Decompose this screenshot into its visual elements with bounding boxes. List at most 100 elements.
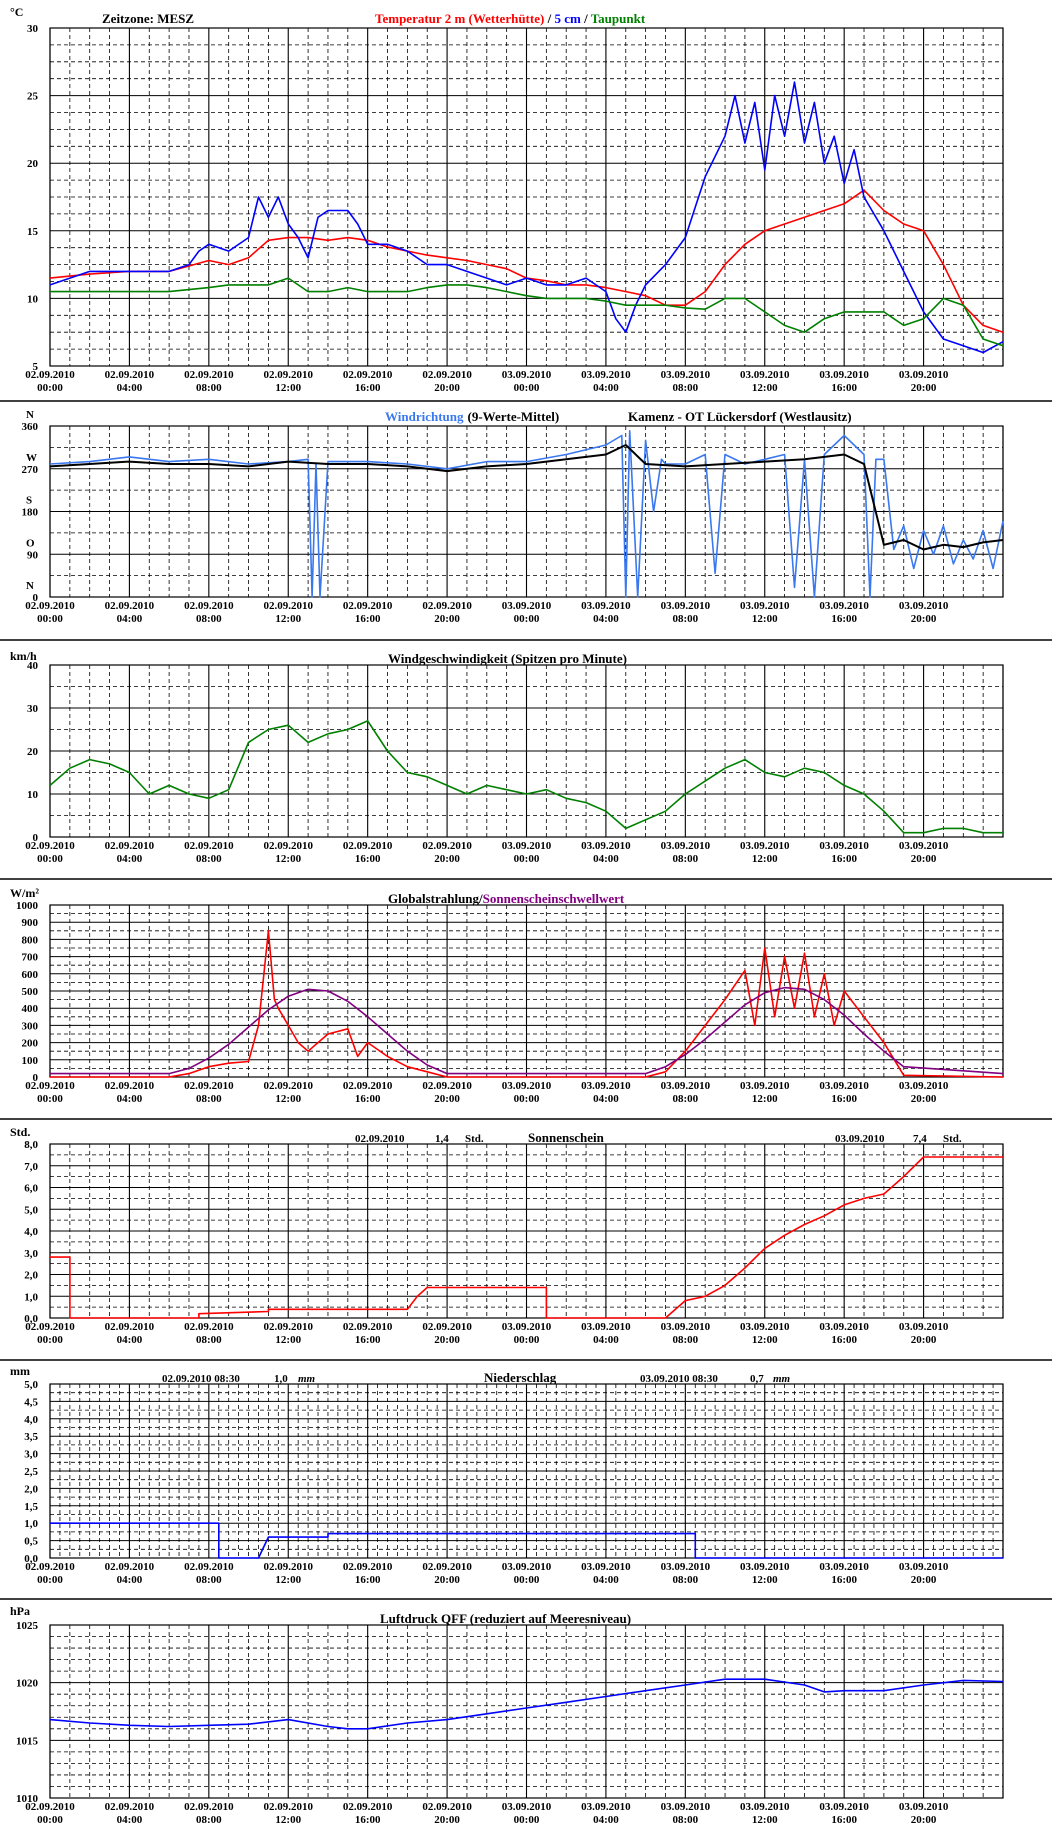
x-tick-time: 04:00 bbox=[117, 1814, 143, 1826]
y-tick-label: 0,0 bbox=[24, 1313, 38, 1325]
y-tick-label: 40 bbox=[27, 660, 39, 672]
x-tick-date: 03.09.2010 bbox=[740, 1801, 790, 1813]
x-tick-time: 00:00 bbox=[514, 853, 540, 865]
x-tick-time: 12:00 bbox=[752, 853, 778, 865]
x-tick-date: 03.09.2010 bbox=[661, 1321, 711, 1333]
x-tick-date: 03.09.2010 bbox=[502, 369, 552, 381]
temperature-title: Temperatur 2 m (Wetterhütte) / 5 cm / Ta… bbox=[375, 11, 646, 26]
sunshine-panel: Std. 02.09.2010 1,4 Std. Sonnenschein 03… bbox=[10, 1125, 1004, 1346]
x-tick-time: 16:00 bbox=[355, 1574, 381, 1586]
x-tick-date: 03.09.2010 bbox=[740, 1080, 790, 1092]
y-tick-label: 90 bbox=[27, 549, 39, 561]
precipitation-unit-label: mm bbox=[10, 1364, 30, 1378]
x-tick-date: 02.09.2010 bbox=[184, 1561, 234, 1573]
x-tick-date: 03.09.2010 bbox=[819, 1321, 869, 1333]
y-tick-label: 2,0 bbox=[24, 1270, 38, 1282]
x-tick-time: 04:00 bbox=[117, 1334, 143, 1346]
x-tick-time: 12:00 bbox=[275, 382, 301, 394]
y-tick-label: 700 bbox=[22, 952, 39, 964]
x-tick-time: 20:00 bbox=[434, 1093, 460, 1105]
wind_speed-plot-frame bbox=[49, 664, 1004, 838]
x-tick-date: 02.09.2010 bbox=[422, 1801, 472, 1813]
y-tick-label: 7,0 bbox=[24, 1161, 38, 1173]
title-temp-5cm: 5 cm bbox=[554, 11, 581, 26]
x-tick-date: 03.09.2010 bbox=[502, 1080, 552, 1092]
x-tick-time: 08:00 bbox=[672, 1574, 698, 1586]
sunshine-title: Sonnenschein bbox=[528, 1130, 605, 1145]
x-tick-date: 02.09.2010 bbox=[25, 1321, 75, 1333]
x-tick-time: 00:00 bbox=[37, 382, 63, 394]
y-tick-label: 300 bbox=[22, 1020, 39, 1032]
x-tick-date: 03.09.2010 bbox=[819, 1080, 869, 1092]
sunshine-day1-unit: Std. bbox=[465, 1133, 484, 1145]
x-tick-date: 03.09.2010 bbox=[661, 600, 711, 612]
y-tick-label: 0,5 bbox=[24, 1536, 38, 1548]
precipitation-grid bbox=[49, 1383, 1004, 1559]
x-tick-time: 20:00 bbox=[434, 613, 460, 625]
radiation-grid bbox=[49, 904, 1004, 1078]
x-tick-date: 02.09.2010 bbox=[105, 600, 155, 612]
x-tick-time: 08:00 bbox=[196, 1093, 222, 1105]
x-tick-date: 02.09.2010 bbox=[105, 1321, 155, 1333]
x-tick-date: 02.09.2010 bbox=[264, 369, 314, 381]
x-tick-date: 02.09.2010 bbox=[105, 840, 155, 852]
x-tick-time: 08:00 bbox=[196, 382, 222, 394]
y-tick-label: 360 bbox=[22, 421, 39, 433]
x-tick-date: 03.09.2010 bbox=[740, 1561, 790, 1573]
x-tick-date: 03.09.2010 bbox=[819, 369, 869, 381]
pressure-grid bbox=[49, 1624, 1004, 1799]
y-tick-label: 100 bbox=[22, 1055, 39, 1067]
wind-speed-unit-label: km/h bbox=[10, 649, 37, 663]
pressure-title: Luftdruck QFF (reduziert auf Meeresnivea… bbox=[380, 1611, 631, 1626]
y-tick-label: 600 bbox=[22, 969, 39, 981]
y-tick-label: 180 bbox=[22, 507, 39, 519]
temperature-unit-label: °C bbox=[10, 5, 23, 19]
pressure-panel: hPa Luftdruck QFF (reduziert auf Meeresn… bbox=[10, 1604, 1004, 1826]
x-tick-date: 02.09.2010 bbox=[264, 840, 314, 852]
wind-direction-panel: Windrichtung (9-Werte-Mittel) Kamenz - OT… bbox=[22, 409, 1004, 625]
x-tick-date: 03.09.2010 bbox=[661, 1561, 711, 1573]
x-tick-date: 03.09.2010 bbox=[502, 840, 552, 852]
x-tick-date: 03.09.2010 bbox=[581, 600, 631, 612]
wind-speed-panel: km/h Windgeschwindigkeit (Spitzen pro Mi… bbox=[10, 649, 1004, 865]
x-tick-date: 02.09.2010 bbox=[343, 1561, 393, 1573]
timezone-label: Zeitzone: MESZ bbox=[102, 11, 194, 26]
x-tick-date: 02.09.2010 bbox=[264, 600, 314, 612]
wind_direction-grid bbox=[49, 425, 1004, 598]
x-tick-time: 16:00 bbox=[831, 1093, 857, 1105]
x-tick-date: 02.09.2010 bbox=[422, 600, 472, 612]
x-tick-date: 02.09.2010 bbox=[422, 1080, 472, 1092]
y-tick-label: 2,0 bbox=[24, 1483, 38, 1495]
x-tick-time: 12:00 bbox=[275, 1814, 301, 1826]
x-tick-time: 12:00 bbox=[275, 853, 301, 865]
x-tick-date: 02.09.2010 bbox=[184, 840, 234, 852]
sunshine-day1-date: 02.09.2010 bbox=[355, 1133, 405, 1145]
x-tick-date: 02.09.2010 bbox=[422, 840, 472, 852]
x-tick-date: 03.09.2010 bbox=[740, 840, 790, 852]
x-tick-time: 16:00 bbox=[831, 1814, 857, 1826]
x-tick-date: 02.09.2010 bbox=[422, 1321, 472, 1333]
x-tick-time: 04:00 bbox=[117, 1093, 143, 1105]
x-tick-date: 03.09.2010 bbox=[819, 600, 869, 612]
x-tick-date: 02.09.2010 bbox=[343, 1321, 393, 1333]
y-tick-label: 270 bbox=[22, 464, 39, 476]
x-tick-time: 20:00 bbox=[911, 613, 937, 625]
x-tick-time: 16:00 bbox=[355, 1334, 381, 1346]
wind_direction-plot-frame bbox=[49, 425, 1004, 598]
x-tick-date: 02.09.2010 bbox=[184, 1321, 234, 1333]
y-tick-label: 4,0 bbox=[24, 1414, 38, 1426]
sunshine-day2-date: 03.09.2010 bbox=[835, 1133, 885, 1145]
precipitation-panel: mm 02.09.2010 08:30 1,0 mm Niederschlag … bbox=[10, 1364, 1004, 1586]
y-tick-label: 1,0 bbox=[24, 1518, 38, 1530]
pressure-plot-frame bbox=[49, 1624, 1004, 1799]
x-tick-time: 12:00 bbox=[752, 1093, 778, 1105]
series-line-threshold bbox=[50, 986, 1004, 1075]
y-tick-label: 2,5 bbox=[24, 1466, 38, 1478]
y-tick-label: 20 bbox=[27, 746, 39, 758]
y-tick-label: 3,0 bbox=[24, 1248, 38, 1260]
x-tick-date: 03.09.2010 bbox=[502, 1321, 552, 1333]
x-tick-time: 08:00 bbox=[196, 1334, 222, 1346]
series-line-wind_speed bbox=[49, 720, 1003, 834]
x-tick-date: 02.09.2010 bbox=[105, 1801, 155, 1813]
x-tick-date: 02.09.2010 bbox=[184, 369, 234, 381]
